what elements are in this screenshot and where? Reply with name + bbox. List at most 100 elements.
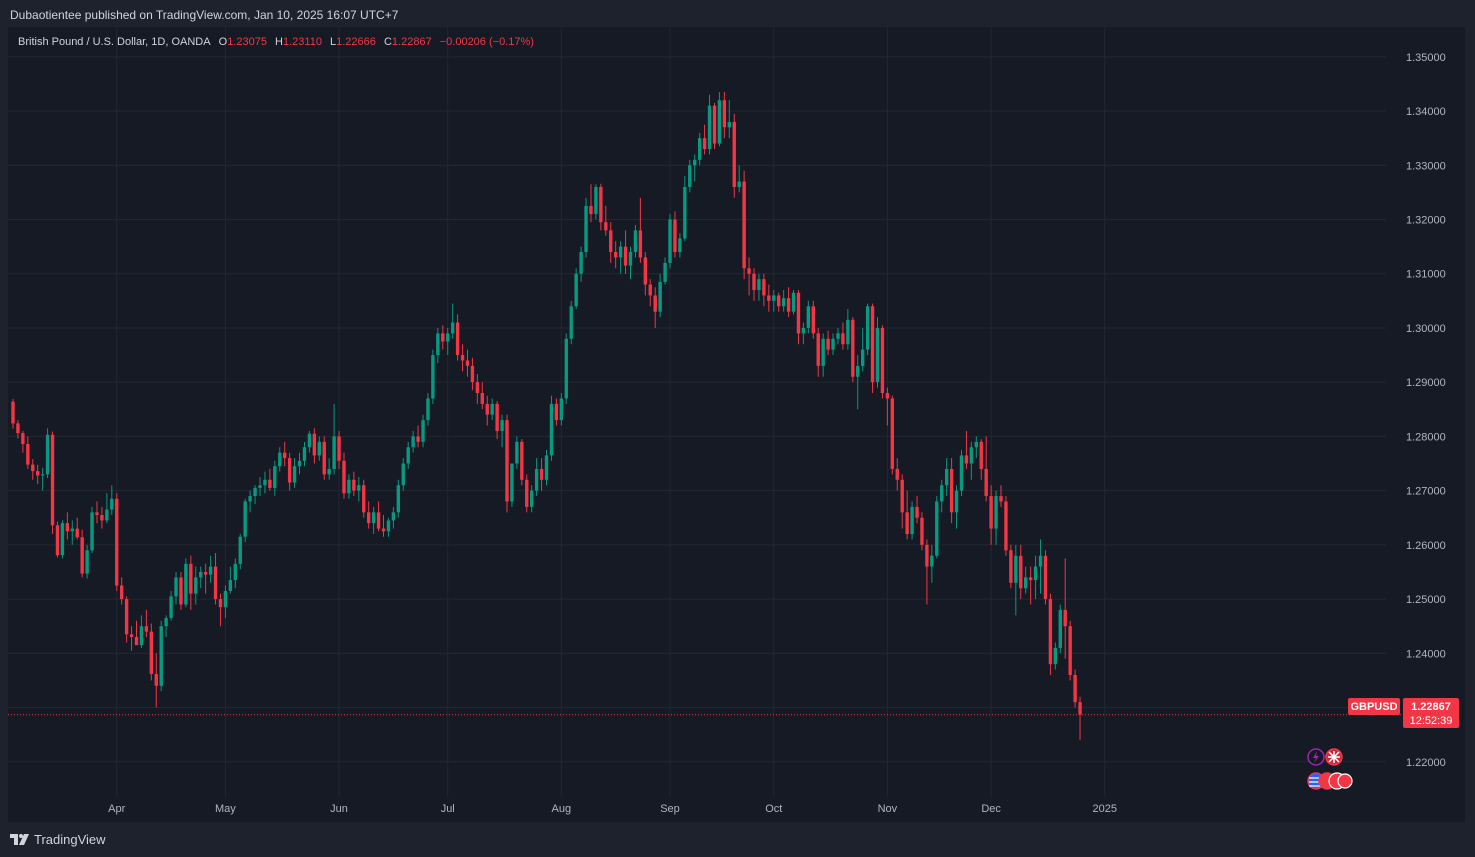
candle-body bbox=[203, 571, 208, 575]
chart-frame[interactable]: 1.35000 1.34000 1.33000 1.32000 1.31000 1.300… bbox=[8, 27, 1465, 822]
candle bbox=[292, 458, 297, 488]
candle bbox=[579, 246, 583, 282]
candle bbox=[678, 233, 682, 258]
candle bbox=[1004, 496, 1008, 556]
candle bbox=[1048, 593, 1053, 675]
candle-body bbox=[386, 520, 391, 532]
candle bbox=[426, 393, 430, 426]
candle bbox=[465, 349, 470, 377]
candle bbox=[159, 620, 163, 692]
candle bbox=[1038, 539, 1043, 594]
candle bbox=[441, 325, 445, 350]
time-axis[interactable]: Apr May Jun Jul Aug Sep Oct Nov Dec 2025 bbox=[108, 803, 1117, 815]
candle bbox=[184, 558, 188, 608]
candle-body bbox=[964, 455, 969, 464]
candle bbox=[984, 436, 988, 502]
candle-body bbox=[856, 365, 860, 377]
event-markers[interactable] bbox=[1307, 748, 1353, 790]
candle-body bbox=[880, 327, 885, 394]
us-flag-icon[interactable] bbox=[1307, 772, 1353, 790]
candle-body bbox=[292, 466, 297, 483]
candle-body bbox=[638, 230, 643, 258]
candle bbox=[520, 439, 524, 486]
candle-body bbox=[851, 319, 855, 377]
candle bbox=[95, 501, 99, 524]
candle-body bbox=[525, 479, 529, 507]
lightning-event-icon[interactable] bbox=[1307, 748, 1325, 766]
candle-body bbox=[164, 618, 168, 627]
candle-body bbox=[559, 398, 564, 421]
candle bbox=[45, 428, 50, 479]
candle bbox=[381, 515, 386, 537]
candle-body bbox=[465, 360, 470, 366]
candle-body bbox=[95, 512, 99, 516]
candle-body bbox=[1043, 555, 1048, 600]
candle-body bbox=[21, 433, 25, 444]
candle bbox=[722, 92, 727, 139]
price-axis[interactable]: 1.35000 1.34000 1.33000 1.32000 1.31000 1.300… bbox=[1406, 52, 1446, 769]
candle bbox=[65, 512, 70, 540]
tradingview-logo-icon[interactable] bbox=[10, 832, 30, 846]
footer-brand[interactable]: TradingView bbox=[34, 831, 106, 847]
candle bbox=[376, 501, 381, 532]
candle bbox=[149, 623, 154, 681]
candle bbox=[633, 224, 638, 258]
price-tag: GBPUSD 1.22867 12:52:39 bbox=[1348, 698, 1459, 728]
candle-body bbox=[213, 566, 218, 600]
candle-body bbox=[366, 512, 371, 524]
candle-body bbox=[777, 295, 781, 307]
legend-high: 1.23110 bbox=[282, 36, 322, 48]
candle-body bbox=[228, 580, 233, 591]
candle-body bbox=[312, 433, 317, 456]
candle bbox=[337, 430, 341, 469]
candle-body bbox=[599, 186, 603, 223]
candle-body bbox=[801, 327, 806, 334]
candle bbox=[895, 458, 899, 491]
candle-body bbox=[362, 485, 366, 513]
candle bbox=[964, 430, 969, 469]
candle bbox=[865, 303, 870, 356]
candle-body bbox=[693, 159, 697, 166]
candle bbox=[1028, 566, 1033, 605]
candle bbox=[322, 436, 326, 480]
candle bbox=[609, 222, 613, 263]
candle bbox=[357, 477, 361, 502]
candle-body bbox=[80, 537, 84, 574]
candle bbox=[21, 430, 25, 453]
candle-body bbox=[702, 138, 707, 150]
candle-body bbox=[149, 631, 154, 674]
candle-body bbox=[129, 634, 134, 638]
candle bbox=[362, 479, 366, 518]
x-tick-label: Oct bbox=[765, 803, 782, 815]
candle bbox=[332, 403, 336, 475]
candle-body bbox=[767, 295, 771, 301]
candle bbox=[1033, 555, 1038, 600]
candle-body bbox=[618, 246, 623, 258]
candle-body bbox=[875, 327, 880, 383]
candle-body bbox=[717, 100, 722, 144]
candle-body bbox=[633, 230, 638, 253]
candle bbox=[836, 327, 840, 345]
candle-body bbox=[727, 121, 731, 128]
candle bbox=[811, 300, 815, 339]
uk-flag-icon[interactable] bbox=[1325, 748, 1343, 766]
candle bbox=[925, 539, 929, 605]
candle bbox=[194, 566, 198, 605]
candle bbox=[786, 287, 791, 318]
candle-body bbox=[905, 512, 909, 535]
candle-body bbox=[258, 485, 262, 488]
candle bbox=[347, 474, 351, 499]
candle bbox=[683, 176, 687, 242]
x-tick-label: Nov bbox=[878, 803, 898, 815]
price-chart[interactable]: 1.35000 1.34000 1.33000 1.32000 1.31000 1.300… bbox=[8, 27, 1465, 822]
candle bbox=[480, 382, 484, 410]
candle-body bbox=[683, 186, 687, 239]
candle bbox=[781, 289, 786, 312]
candle-body bbox=[70, 528, 74, 532]
candle bbox=[174, 571, 178, 605]
candle bbox=[623, 230, 628, 274]
candle bbox=[1053, 642, 1058, 670]
candle-body bbox=[574, 273, 578, 307]
candle-body bbox=[712, 105, 717, 144]
candle-body bbox=[475, 382, 480, 394]
